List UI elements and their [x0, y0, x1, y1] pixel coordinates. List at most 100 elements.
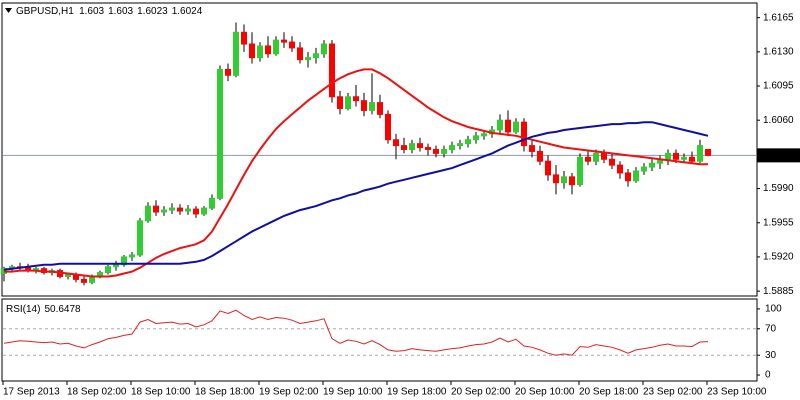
candle-body — [537, 150, 543, 162]
price-panel — [1, 2, 758, 297]
x-tick-label: 19 Sep 10:00 — [323, 387, 383, 398]
candle-body — [201, 207, 207, 215]
price-box-label: 1.6024 — [762, 150, 793, 161]
rsi-current: 50.6478 — [44, 304, 81, 315]
candle-body — [401, 145, 407, 151]
candle-body — [289, 41, 295, 49]
candle-body — [521, 121, 527, 147]
rsi-header: RSI(14) 50.6478 — [6, 304, 81, 315]
candle-body — [481, 133, 487, 137]
header-high: 1.603 — [108, 6, 133, 17]
x-tick-label: 23 Sep 02:00 — [643, 387, 703, 398]
rsi-line — [3, 309, 709, 356]
y-tick-label: 1.6130 — [763, 46, 794, 57]
x-tick-label: 18 Sep 10:00 — [131, 387, 191, 398]
y-tick-label: 1.6095 — [763, 81, 794, 92]
candle-body — [417, 143, 423, 149]
candle-body — [689, 156, 695, 162]
rsi-label: RSI(14) — [6, 304, 40, 315]
candle-body — [217, 68, 223, 199]
candle-body — [233, 31, 239, 76]
candle-body — [617, 164, 623, 174]
candle-body — [377, 102, 383, 115]
candle-body — [529, 145, 535, 152]
rsi-tick-label: 0 — [765, 370, 771, 381]
candle-body — [393, 139, 399, 147]
candle-body — [601, 152, 607, 160]
y-tick-label: 1.5885 — [763, 286, 794, 297]
candle-body — [113, 264, 119, 268]
rsi-tick-label: 100 — [765, 304, 782, 315]
moving-average — [4, 68, 708, 278]
candle-body — [273, 39, 279, 55]
candle-body — [129, 254, 135, 258]
candle-body — [353, 96, 359, 102]
collapse-icon[interactable] — [5, 8, 12, 13]
candle-body — [193, 208, 199, 215]
candle-body — [145, 205, 151, 222]
x-tick-label: 19 Sep 18:00 — [387, 387, 447, 398]
candle-body — [673, 152, 679, 160]
candle-body — [185, 208, 191, 212]
candle-body — [161, 209, 167, 213]
candle-body — [449, 145, 455, 151]
candle-body — [633, 170, 639, 182]
y-tick-label: 1.6165 — [763, 12, 794, 23]
header-low: 1.6023 — [137, 6, 168, 17]
rsi-tick-label: 30 — [765, 350, 777, 361]
rsi-panel — [1, 298, 758, 382]
candle-body — [369, 102, 375, 111]
candle-body — [649, 162, 655, 168]
x-tick-label: 18 Sep 18:00 — [195, 387, 255, 398]
y-tick-label: 1.5920 — [763, 252, 794, 263]
candle-body — [705, 149, 711, 156]
candle-body — [329, 43, 335, 98]
candle-body — [609, 158, 615, 166]
candle-body — [409, 143, 415, 150]
candle-body — [625, 172, 631, 182]
candle-body — [433, 149, 439, 154]
header-close: 1.6024 — [172, 6, 203, 17]
moving-average — [3, 121, 709, 271]
candle-body — [65, 274, 71, 277]
candle-body — [513, 121, 519, 133]
candle-body — [681, 156, 687, 160]
candle-body — [281, 39, 287, 43]
chart-title: GBPUSD,H1 — [16, 6, 74, 17]
candle-body — [465, 139, 471, 145]
candle-body — [697, 145, 703, 162]
y-tick-label: 1.5990 — [763, 183, 794, 194]
candle-body — [545, 160, 551, 176]
candle-body — [641, 166, 647, 172]
x-tick-label: 20 Sep 18:00 — [579, 387, 639, 398]
candle-body — [257, 45, 263, 59]
candle-body — [169, 207, 175, 211]
y-tick-label: 1.5955 — [763, 217, 794, 228]
candle-body — [473, 135, 479, 141]
candle-body — [137, 220, 143, 256]
price-box — [757, 148, 800, 163]
candle-body — [569, 176, 575, 186]
candle-body — [457, 143, 463, 147]
candle-body — [105, 266, 111, 274]
candle-body — [305, 57, 311, 61]
x-tick-label: 19 Sep 02:00 — [259, 387, 319, 398]
y-tick-label: 1.6060 — [763, 115, 794, 126]
candle-body — [561, 176, 567, 184]
candle-body — [81, 278, 87, 283]
rsi-tick-label: 70 — [765, 323, 777, 334]
header-open: 1.603 — [79, 6, 104, 17]
candle-body — [209, 197, 215, 209]
candle-body — [337, 96, 343, 109]
candle-body — [593, 152, 599, 162]
candle-body — [249, 43, 255, 59]
x-tick-label: 23 Sep 10:00 — [707, 387, 767, 398]
candle-body — [297, 47, 303, 61]
candle-body — [321, 43, 327, 55]
candle-body — [153, 205, 159, 213]
candle-body — [313, 53, 319, 59]
candle-body — [265, 45, 271, 55]
candle-body — [497, 119, 503, 131]
candle-body — [425, 147, 431, 150]
